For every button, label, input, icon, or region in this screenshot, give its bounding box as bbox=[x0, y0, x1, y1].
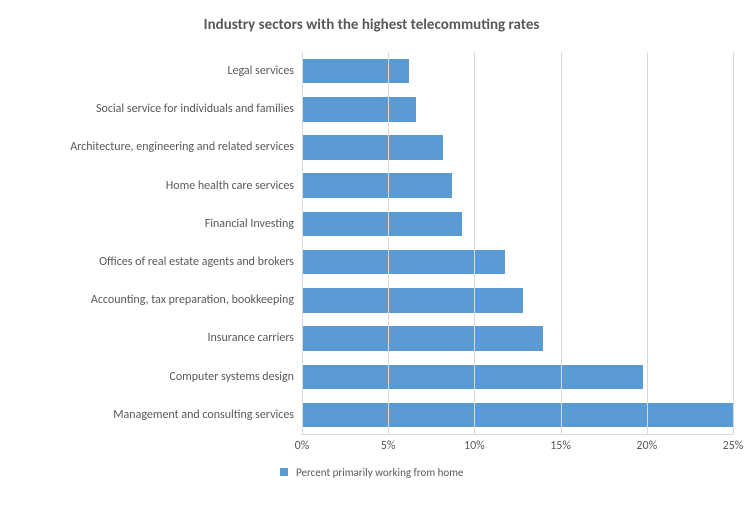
bar-slot bbox=[302, 396, 733, 434]
bar bbox=[302, 97, 416, 121]
gridline bbox=[388, 52, 389, 434]
chart-title: Industry sectors with the highest teleco… bbox=[10, 16, 733, 34]
gridline bbox=[561, 52, 562, 434]
y-axis-label: Architecture, engineering and related se… bbox=[10, 128, 302, 166]
bar-slot bbox=[302, 205, 733, 243]
legend: Percent primarily working from home bbox=[10, 465, 733, 479]
bar-slot bbox=[302, 281, 733, 319]
bar-slot bbox=[302, 90, 733, 128]
gridline bbox=[302, 52, 303, 434]
y-axis-labels: Legal servicesSocial service for individ… bbox=[10, 52, 302, 434]
bar bbox=[302, 326, 543, 350]
y-axis-label: Offices of real estate agents and broker… bbox=[10, 243, 302, 281]
x-axis-tick-label: 5% bbox=[381, 439, 396, 453]
bar-slot bbox=[302, 128, 733, 166]
gridline bbox=[733, 52, 734, 434]
x-axis-tick-label: 20% bbox=[636, 439, 657, 453]
x-axis-tick-label: 0% bbox=[295, 439, 310, 453]
x-axis-tick-label: 15% bbox=[550, 439, 571, 453]
y-axis-label: Computer systems design bbox=[10, 358, 302, 396]
y-axis-label: Insurance carriers bbox=[10, 319, 302, 357]
bar bbox=[302, 59, 409, 83]
bar bbox=[302, 288, 523, 312]
bar bbox=[302, 212, 462, 236]
x-axis-spacer bbox=[10, 435, 302, 459]
bar bbox=[302, 365, 643, 389]
bar bbox=[302, 173, 452, 197]
bars-layer bbox=[302, 52, 733, 434]
y-axis-label: Legal services bbox=[10, 52, 302, 90]
x-axis-tick-label: 25% bbox=[723, 439, 744, 453]
bar bbox=[302, 135, 443, 159]
y-axis-label: Financial Investing bbox=[10, 205, 302, 243]
x-axis: 0%5%10%15%20%25% bbox=[302, 435, 733, 459]
gridline bbox=[474, 52, 475, 434]
bar-slot bbox=[302, 167, 733, 205]
gridline bbox=[647, 52, 648, 434]
bar bbox=[302, 403, 733, 427]
bar-slot bbox=[302, 319, 733, 357]
y-axis-label: Accounting, tax preparation, bookkeeping bbox=[10, 281, 302, 319]
legend-swatch bbox=[280, 468, 288, 476]
bar-slot bbox=[302, 52, 733, 90]
legend-label: Percent primarily working from home bbox=[296, 466, 463, 479]
plot-area bbox=[302, 52, 733, 435]
y-axis-label: Home health care services bbox=[10, 167, 302, 205]
x-axis-tick-label: 10% bbox=[464, 439, 485, 453]
y-axis-label: Management and consulting services bbox=[10, 396, 302, 434]
x-axis-row: 0%5%10%15%20%25% bbox=[10, 435, 733, 459]
bar-slot bbox=[302, 358, 733, 396]
plot-row: Legal servicesSocial service for individ… bbox=[10, 52, 733, 435]
bar-slot bbox=[302, 243, 733, 281]
y-axis-label: Social service for individuals and famil… bbox=[10, 90, 302, 128]
chart-container: Industry sectors with the highest teleco… bbox=[0, 0, 753, 510]
